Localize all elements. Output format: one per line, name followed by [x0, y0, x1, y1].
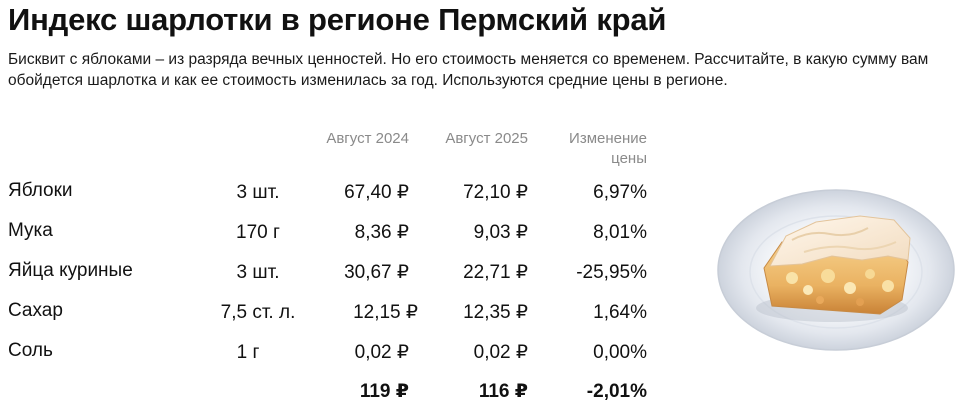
price-aug-2024: 8,36 ₽ [354, 222, 409, 243]
price-aug-2025: 0,02 ₽ [473, 342, 528, 363]
column-header-aug-2025: Август 2025 [445, 130, 528, 147]
charlotte-cake-illustration [712, 180, 960, 360]
price-change: 8,01% [593, 222, 647, 243]
price-aug-2024: 12,15 ₽ [353, 302, 418, 323]
column-header-change-line-2: цены [611, 150, 647, 167]
page-description: Бисквит с яблоками – из разряда вечных ц… [8, 49, 964, 91]
ingredient-quantity: 3 шт. [236, 262, 280, 283]
charlotte-cake-on-plate-icon [717, 189, 955, 351]
total-change: -2,01% [586, 381, 647, 402]
price-change: -25,95% [576, 262, 647, 283]
price-change: 0,00% [593, 342, 647, 363]
price-aug-2025: 9,03 ₽ [473, 222, 528, 243]
column-header-change-line-1: Изменение [569, 130, 647, 147]
total-aug-2024: 119 ₽ [359, 381, 409, 402]
ingredient-quantity: 1 г [236, 342, 260, 363]
ingredient-name: Сахар [8, 300, 63, 321]
price-aug-2024: 0,02 ₽ [354, 342, 409, 363]
ingredient-name: Соль [8, 340, 53, 361]
page-title: Индекс шарлотки в регионе Пермский край [8, 2, 667, 37]
total-aug-2025: 116 ₽ [478, 381, 528, 402]
ingredient-quantity: 170 г [236, 222, 280, 243]
column-header-change: Изменение цены [569, 129, 647, 169]
price-change: 6,97% [593, 182, 647, 203]
column-header-aug-2024: Август 2024 [326, 130, 409, 147]
price-change: 1,64% [593, 302, 647, 323]
ingredient-quantity: 3 шт. [236, 182, 280, 203]
price-aug-2025: 12,35 ₽ [463, 302, 528, 323]
price-aug-2024: 67,40 ₽ [344, 182, 409, 203]
description-line-2: обойдется шарлотка и как ее стоимость из… [8, 72, 728, 89]
description-line-1: Бисквит с яблоками – из разряда вечных ц… [8, 51, 929, 68]
price-aug-2025: 22,71 ₽ [463, 262, 528, 283]
price-aug-2024: 30,67 ₽ [344, 262, 409, 283]
ingredient-name: Яблоки [8, 180, 73, 201]
price-aug-2025: 72,10 ₽ [463, 182, 528, 203]
ingredient-name: Мука [8, 220, 53, 241]
ingredient-name: Яйца куриные [8, 260, 133, 281]
ingredient-quantity: 7,5 ст. л. [220, 302, 296, 323]
